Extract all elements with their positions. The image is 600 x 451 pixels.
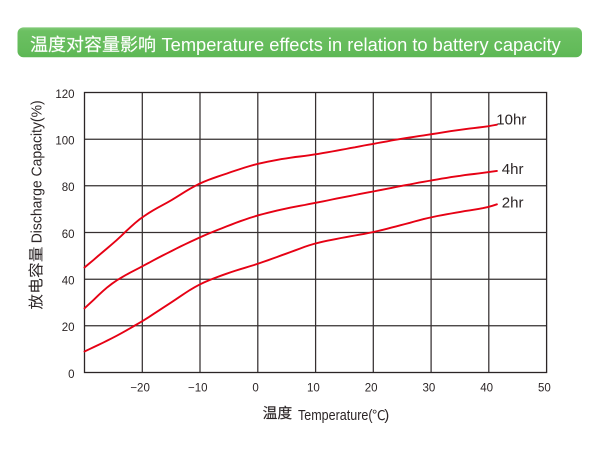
svg-text:−10: −10	[188, 383, 208, 395]
svg-text:20: 20	[365, 383, 378, 395]
svg-text:−20: −20	[130, 383, 150, 395]
svg-text:100: 100	[55, 136, 74, 148]
svg-text:0: 0	[252, 383, 258, 395]
svg-text:30: 30	[423, 383, 436, 395]
svg-text:2hr: 2hr	[502, 194, 524, 211]
svg-text:): )	[384, 407, 389, 424]
svg-text:0: 0	[68, 369, 74, 381]
svg-text:10hr: 10hr	[496, 112, 526, 129]
svg-text:80: 80	[62, 182, 75, 194]
svg-text:20: 20	[62, 322, 75, 334]
svg-text:60: 60	[62, 229, 75, 241]
svg-text:120: 120	[55, 89, 74, 101]
svg-text:4hr: 4hr	[502, 161, 524, 178]
svg-text:40: 40	[480, 383, 493, 395]
svg-text:Temperature effects in relatio: Temperature effects in relation to batte…	[162, 35, 561, 55]
svg-text:40: 40	[62, 276, 75, 288]
svg-text:Temperature(: Temperature(	[298, 407, 373, 424]
svg-text:50: 50	[538, 383, 551, 395]
svg-text:10: 10	[307, 383, 320, 395]
svg-text:Discharge Capacity(%): Discharge Capacity(%)	[29, 100, 46, 243]
